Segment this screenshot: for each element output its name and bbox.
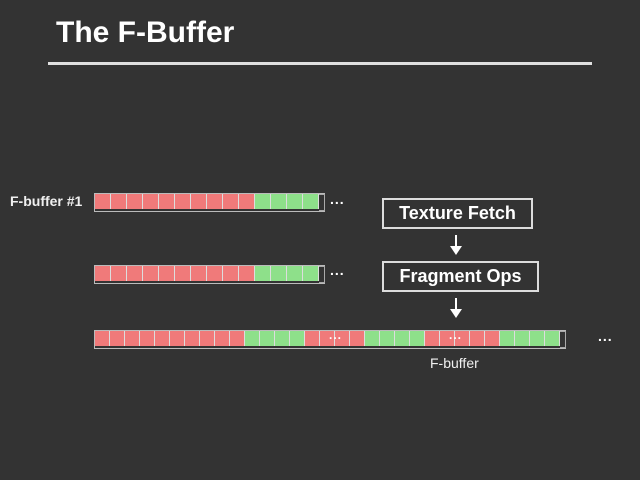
red-fragment-cell: ... — [440, 328, 461, 346]
green-fragment-cell — [395, 331, 410, 346]
fbuffer-row-1 — [94, 193, 325, 212]
green-fragment-cell — [245, 331, 260, 346]
fbuffer-1-label: F-buffer #1 — [10, 193, 83, 209]
red-fragment-cell — [239, 266, 255, 281]
green-fragment-cell — [530, 331, 545, 346]
red-fragment-cell — [191, 266, 207, 281]
red-fragment-cell — [143, 266, 159, 281]
red-fragment-cell — [200, 331, 215, 346]
fbuffer-row-3: ...... — [94, 328, 566, 349]
red-fragment-cell — [223, 194, 239, 209]
inner-ellipsis: ... — [329, 328, 343, 342]
red-fragment-cell — [305, 331, 320, 346]
red-fragment-cell — [175, 194, 191, 209]
red-fragment-cell — [185, 331, 200, 346]
green-fragment-cell — [365, 331, 380, 346]
row-1-ellipsis: ... — [330, 191, 345, 207]
red-fragment-cell — [127, 266, 143, 281]
red-fragment-cell — [111, 194, 127, 209]
green-fragment-cell — [287, 194, 303, 209]
green-fragment-cell — [275, 331, 290, 346]
green-fragment-cell — [515, 331, 530, 346]
green-fragment-cell — [271, 194, 287, 209]
row-3-ellipsis: ... — [598, 328, 613, 344]
red-fragment-cell — [111, 266, 127, 281]
green-fragment-cell — [500, 331, 515, 346]
red-fragment-cell — [140, 331, 155, 346]
row-end-bracket — [560, 331, 566, 348]
red-fragment-cell — [143, 194, 159, 209]
fbuffer-label: F-buffer — [430, 355, 479, 371]
green-fragment-cell — [303, 266, 319, 281]
red-fragment-cell: ... — [320, 328, 341, 346]
red-fragment-cell — [350, 331, 365, 346]
red-fragment-cell — [215, 331, 230, 346]
arrow-down-icon — [450, 298, 462, 318]
red-fragment-cell — [455, 331, 470, 346]
red-fragment-cell — [470, 331, 485, 346]
red-fragment-cell — [207, 266, 223, 281]
green-fragment-cell — [255, 266, 271, 281]
green-fragment-cell — [410, 331, 425, 346]
slide-title: The F-Buffer — [56, 16, 235, 49]
fragment-ops-box: Fragment Ops — [382, 261, 539, 292]
red-fragment-cell — [485, 331, 500, 346]
red-fragment-cell — [125, 331, 140, 346]
fbuffer-row-2 — [94, 265, 325, 284]
row-end-bracket — [319, 194, 325, 211]
red-fragment-cell — [207, 194, 223, 209]
red-fragment-cell — [230, 331, 245, 346]
red-fragment-cell — [425, 331, 440, 346]
red-fragment-cell — [170, 331, 185, 346]
inner-ellipsis: ... — [449, 328, 463, 342]
red-fragment-cell — [95, 266, 111, 281]
green-fragment-cell — [545, 331, 560, 346]
red-fragment-cell — [223, 266, 239, 281]
title-underline — [48, 62, 592, 65]
red-fragment-cell — [175, 266, 191, 281]
red-fragment-cell — [95, 331, 110, 346]
red-fragment-cell — [110, 331, 125, 346]
red-fragment-cell — [95, 194, 111, 209]
red-fragment-cell — [191, 194, 207, 209]
texture-fetch-box: Texture Fetch — [382, 198, 533, 229]
red-fragment-cell — [239, 194, 255, 209]
red-fragment-cell — [335, 331, 350, 346]
arrow-down-icon — [450, 235, 462, 255]
red-fragment-cell — [159, 194, 175, 209]
green-fragment-cell — [271, 266, 287, 281]
green-fragment-cell — [255, 194, 271, 209]
red-fragment-cell — [127, 194, 143, 209]
row-end-bracket — [319, 266, 325, 283]
row-2-ellipsis: ... — [330, 262, 345, 278]
green-fragment-cell — [380, 331, 395, 346]
green-fragment-cell — [303, 194, 319, 209]
red-fragment-cell — [159, 266, 175, 281]
red-fragment-cell — [155, 331, 170, 346]
green-fragment-cell — [260, 331, 275, 346]
green-fragment-cell — [287, 266, 303, 281]
green-fragment-cell — [290, 331, 305, 346]
